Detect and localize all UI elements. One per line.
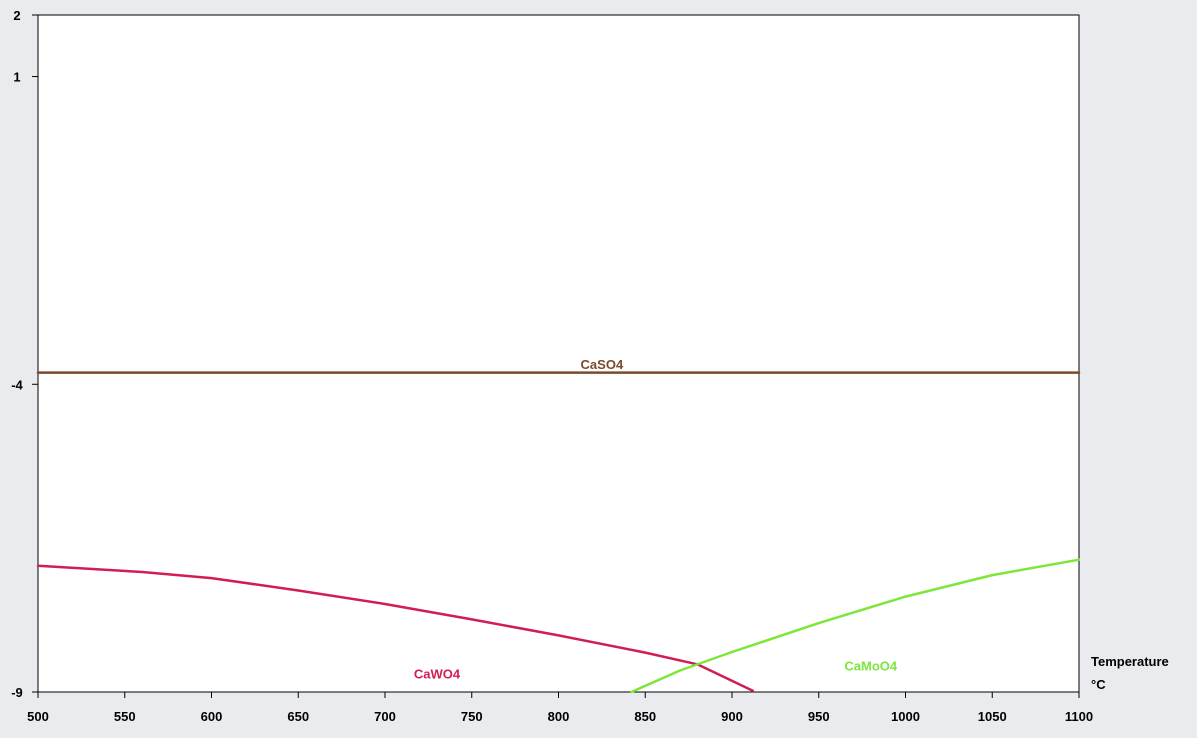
x-tick-label: 750	[461, 709, 483, 724]
y-tick-label: 1	[13, 70, 20, 85]
y-tick-label: -4	[11, 377, 23, 392]
x-tick-label: 850	[634, 709, 656, 724]
x-tick-label: 600	[201, 709, 223, 724]
series-layer: CaSO4 CaWO4 CaMoO4	[36, 357, 1081, 694]
x-tick-label: 1000	[891, 709, 920, 724]
series-label-camoo4: CaMoO4	[844, 658, 898, 673]
x-tick-label: 1050	[978, 709, 1007, 724]
x-tick-label: 700	[374, 709, 396, 724]
axes-layer: 500 550 600 650 700 750 800 850 900 950 1000 1050 11…	[11, 8, 1093, 724]
series-line-camoo4	[630, 558, 1081, 694]
series-line-cawo4	[36, 564, 755, 693]
x-tick-label: 800	[548, 709, 570, 724]
x-tick-label: 900	[721, 709, 743, 724]
x-tick-label: 1100	[1065, 709, 1093, 724]
x-axis-unit: °C	[1091, 677, 1106, 692]
x-tick-label: 550	[114, 709, 136, 724]
y-tick-label: 2	[13, 8, 20, 23]
x-tick-label: 950	[808, 709, 830, 724]
x-tick-label: 500	[27, 709, 49, 724]
y-tick-label: -9	[11, 685, 23, 700]
series-label-caso4: CaSO4	[581, 357, 624, 372]
series-label-cawo4: CaWO4	[414, 666, 461, 681]
plot-background	[37, 14, 1080, 693]
x-axis-label: Temperature	[1091, 654, 1169, 669]
x-tick-label: 650	[287, 709, 309, 724]
